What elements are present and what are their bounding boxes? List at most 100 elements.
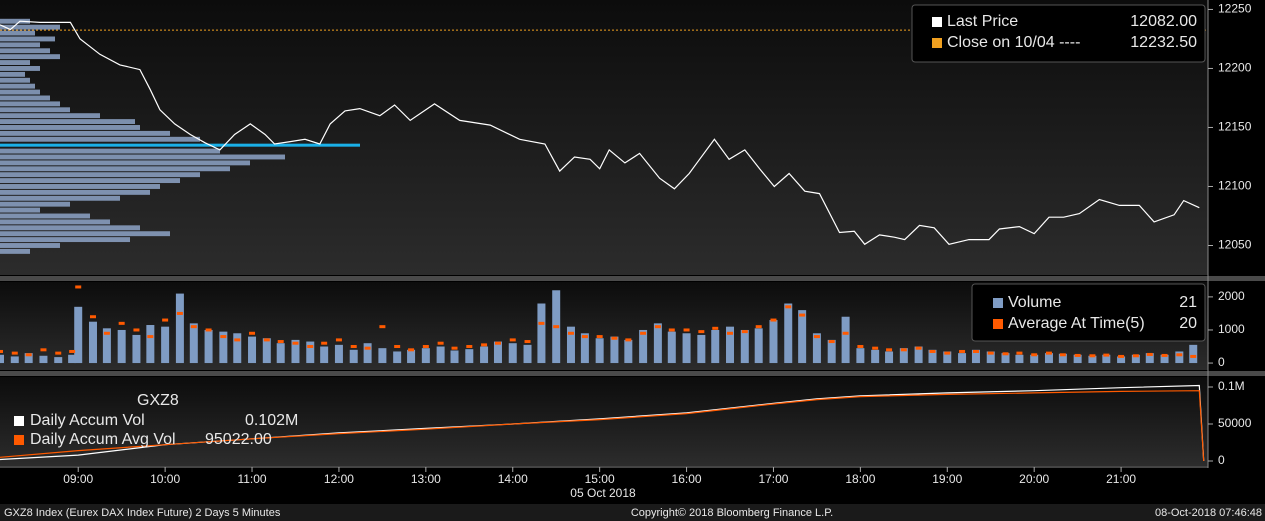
average-dash (1146, 352, 1153, 356)
profile-bar (0, 213, 90, 219)
volume-bar (132, 334, 141, 364)
series-line (0, 390, 1205, 462)
volume-bar (682, 333, 691, 364)
average-dash (249, 331, 256, 335)
volume-bar (726, 326, 735, 364)
average-dash (466, 345, 473, 349)
profile-bar (0, 95, 50, 101)
profile-bar (0, 166, 230, 172)
average-dash (581, 335, 588, 339)
average-dash (321, 341, 328, 345)
footer-bar (0, 504, 1265, 521)
average-dash (857, 345, 864, 349)
legend-label: Average At Time(5) (1008, 315, 1145, 332)
average-dash (1031, 353, 1038, 357)
volume-bar (276, 343, 285, 364)
average-dash (741, 330, 748, 334)
average-dash (263, 338, 270, 342)
profile-bar (0, 248, 30, 254)
legend-label: Daily Accum Avg Vol (30, 431, 176, 448)
y-tick-label: 12200 (1218, 61, 1252, 75)
volume-bar (595, 338, 604, 364)
x-tick-label: 20:00 (1019, 472, 1049, 486)
volume-bar (117, 329, 126, 364)
average-dash (277, 340, 284, 344)
average-dash (668, 328, 675, 332)
average-dash (147, 335, 154, 339)
x-tick-label: 09:00 (63, 472, 93, 486)
average-dash (727, 331, 734, 335)
average-dash (220, 335, 227, 339)
average-dash (625, 338, 632, 342)
average-dash (683, 328, 690, 332)
average-dash (1016, 351, 1023, 355)
average-dash (494, 341, 501, 345)
average-dash (451, 346, 458, 350)
y-tick-label: 0 (1218, 355, 1225, 369)
volume-bar (784, 303, 793, 364)
volume-bar (1044, 353, 1053, 364)
volume-bar (523, 344, 532, 364)
profile-bar (0, 243, 60, 248)
x-tick-label: 12:00 (324, 472, 354, 486)
legend-swatch (993, 319, 1003, 329)
volume-bar (248, 336, 257, 364)
average-dash (364, 346, 371, 350)
volume-bar (1001, 353, 1010, 364)
volume-bar (812, 333, 821, 364)
average-dash (408, 348, 415, 352)
volume-bar (580, 333, 589, 364)
average-dash (162, 318, 169, 322)
profile-bar (0, 136, 200, 142)
volume-bar (754, 328, 763, 364)
volume-bar (306, 341, 315, 364)
x-tick-label: 13:00 (411, 472, 441, 486)
legend-swatch (14, 435, 24, 445)
average-dash (55, 351, 62, 355)
volume-bar (74, 306, 83, 364)
average-dash (103, 331, 110, 335)
y-tick-label: 0.1M (1218, 379, 1245, 393)
volume-bar (450, 350, 459, 364)
volume-bar (740, 329, 749, 364)
volume-bar (610, 336, 619, 364)
volume-bar (161, 326, 170, 364)
average-dash (698, 330, 705, 334)
profile-bar (0, 89, 40, 95)
legend-value: 12232.50 (1130, 34, 1197, 51)
profile-bar (0, 130, 170, 136)
legend-box (971, 283, 1206, 342)
average-dash (929, 349, 936, 353)
average-dash (234, 338, 241, 342)
x-tick-label: 14:00 (498, 472, 528, 486)
separator (0, 276, 1265, 281)
series-line (0, 20, 1200, 246)
profile-bar (0, 172, 200, 178)
average-dash (422, 345, 429, 349)
average-dash (842, 331, 849, 335)
volume-bar (885, 351, 894, 364)
volume-bar (189, 323, 198, 364)
average-dash (133, 328, 140, 332)
average-dash (481, 343, 488, 347)
volume-bar (1015, 354, 1024, 364)
average-dash (1118, 354, 1125, 358)
average-dash (1132, 354, 1139, 358)
average-dash (0, 349, 3, 353)
x-tick-label: 18:00 (845, 472, 875, 486)
volume-bar (102, 328, 111, 364)
volume-bar (363, 343, 372, 364)
profile-bar (0, 225, 140, 231)
profile-bar (0, 48, 50, 54)
profile-peak (0, 143, 360, 147)
average-dash (75, 285, 82, 289)
x-tick-label: 11:00 (237, 472, 266, 486)
average-dash (886, 348, 893, 352)
average-dash (872, 346, 879, 350)
volume-bar (871, 349, 880, 364)
average-dash (40, 348, 47, 352)
volume-bar (334, 344, 343, 364)
volume-bar (393, 351, 402, 364)
average-dash (813, 335, 820, 339)
